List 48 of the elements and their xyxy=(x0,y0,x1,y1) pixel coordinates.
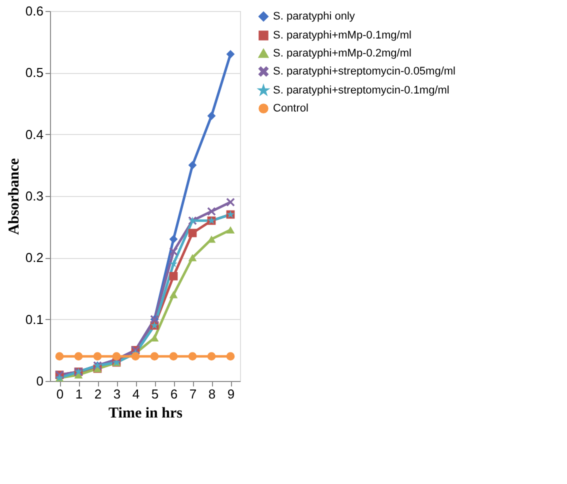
y-axis-title: Absorbance xyxy=(6,158,22,235)
x-tick-label: 0 xyxy=(56,386,64,402)
point xyxy=(226,226,235,234)
x-tick-label: 1 xyxy=(75,386,83,402)
point xyxy=(169,291,178,298)
point xyxy=(226,352,235,361)
point xyxy=(55,352,64,361)
x-tick-label: 4 xyxy=(132,386,140,402)
point xyxy=(226,198,235,206)
x-tick-label: 2 xyxy=(94,386,102,402)
point xyxy=(169,234,178,244)
y-tick-label: 0 xyxy=(36,374,44,388)
x-tick-label: 9 xyxy=(227,386,235,402)
point xyxy=(169,272,178,280)
point xyxy=(207,207,216,216)
legend-label: S. paratyphi only xyxy=(273,10,356,22)
point xyxy=(188,254,197,262)
legend-label: Control xyxy=(273,102,308,114)
point xyxy=(170,260,178,268)
x-tick-label: 6 xyxy=(170,386,178,402)
point xyxy=(188,160,197,170)
x-axis-title: Time in hrs xyxy=(108,406,183,422)
point xyxy=(74,352,83,361)
point xyxy=(93,352,102,361)
x-tick-label: 8 xyxy=(208,386,216,402)
y-tick-label: 0.4 xyxy=(25,126,44,142)
point xyxy=(169,247,178,256)
legend-label: S. paratyphi+mMp-0.2mg/ml xyxy=(273,48,412,60)
point xyxy=(150,352,159,361)
point xyxy=(169,352,178,361)
y-tick-label: 0.5 xyxy=(25,65,44,80)
y-tick-label: 0.6 xyxy=(25,4,44,18)
y-tick-label: 0.3 xyxy=(25,188,44,204)
x-tick-label: 5 xyxy=(151,386,159,402)
x-tick-label: 7 xyxy=(189,386,197,402)
point xyxy=(131,352,140,361)
point xyxy=(207,352,216,361)
point xyxy=(207,112,216,120)
legend-label: S. paratyphi+streptomycin-0.1mg/ml xyxy=(273,84,450,96)
y-tick-label: 0.1 xyxy=(25,312,44,327)
point xyxy=(112,352,121,361)
point xyxy=(226,50,235,58)
legend-label: S. paratyphi+mMp-0.1mg/ml xyxy=(273,30,412,42)
y-tick-label: 0.2 xyxy=(25,250,44,266)
point xyxy=(188,352,197,361)
legend-label: S. paratyphi+streptomycin-0.05mg/ml xyxy=(273,66,456,78)
x-tick-label: 3 xyxy=(113,386,121,402)
point xyxy=(188,228,197,238)
